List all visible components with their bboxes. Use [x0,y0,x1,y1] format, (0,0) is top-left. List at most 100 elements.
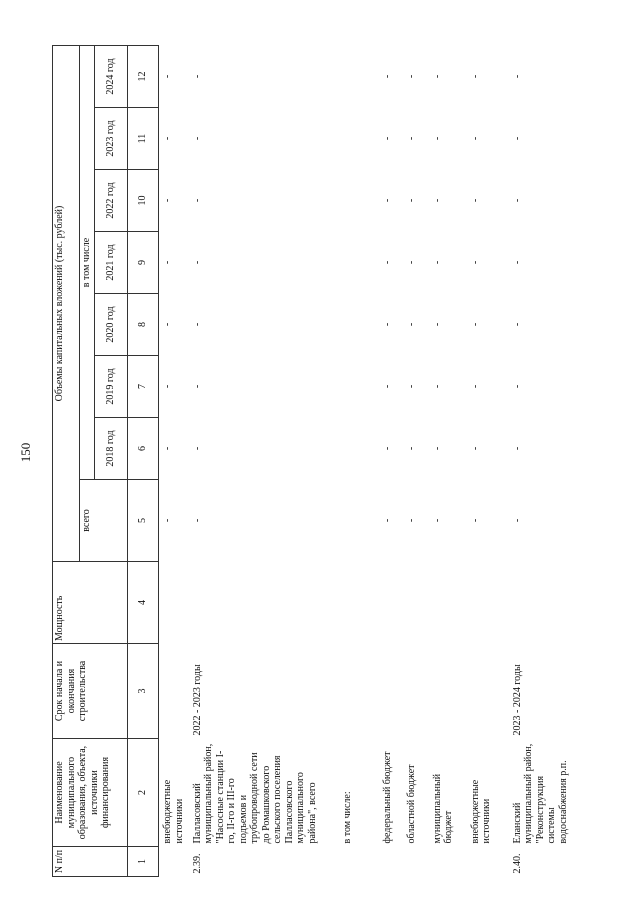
row-value: - [511,74,523,79]
row-value: - [162,136,173,141]
row-value: - [381,260,393,265]
row-value [339,108,379,170]
column-number: 7 [127,355,159,418]
row-value: - [469,136,481,141]
column-number: 6 [127,417,159,480]
row-value: - [405,136,417,141]
row-value: - [381,74,393,79]
row-name: Еланский муниципальный район, "Реконстру… [511,743,569,844]
row-value: - [469,384,481,389]
row-term [379,644,403,739]
row-value: - [431,74,443,79]
column-number: 3 [127,643,159,739]
row-value [339,356,379,418]
row-number [379,847,403,877]
row-value [339,170,379,232]
header-cell: N п/п [52,846,128,877]
row-value: - [191,384,203,389]
row-value: - [381,198,393,203]
row-value [339,46,379,108]
row-term [159,644,189,739]
row-value: - [469,260,481,265]
row-value: - [162,322,173,327]
row-name: муниципальный бюджет [431,773,455,844]
row-value: - [511,322,523,327]
table-body: 1 2 3 4 5 6 7 8 9 10 11 12 внебюджетные источники - -… [127,45,599,877]
row-value: - [162,446,173,451]
row-value: - [191,322,203,327]
row-value: - [191,198,203,203]
row-number: 2.40. [511,853,523,874]
row-power [339,562,379,644]
row-value: - [381,518,393,523]
row-value: - [511,198,523,203]
row-name: внебюджетные источники [469,779,493,844]
row-value: - [405,260,417,265]
data-row: внебюджетные источники - - - - - - - - [159,46,189,877]
row-value: - [162,74,173,79]
row-value: - [381,446,393,451]
row-value: - [191,518,203,523]
column-number: 12 [127,45,159,108]
row-value: - [431,446,443,451]
column-number: 8 [127,293,159,356]
row-value: - [469,446,481,451]
column-number: 10 [127,169,159,232]
year-header: 2023 год [94,107,128,170]
row-value: - [162,518,173,523]
year-header: 2019 год [94,355,128,418]
row-value: - [405,384,417,389]
row-power [467,562,509,644]
row-term [403,644,429,739]
column-number: 4 [127,561,159,644]
row-value: - [162,384,173,389]
row-value: - [381,322,393,327]
row-term [339,644,379,739]
row-name: в том числе: [341,791,353,844]
row-value: - [381,384,393,389]
row-value: - [405,518,417,523]
row-power [379,562,403,644]
header-cell: Наименование муниципального образования,… [52,738,128,847]
row-term [429,644,467,739]
header-cell: всего [79,479,128,562]
year-header: 2024 год [94,45,128,108]
row-name: Палласовский муниципальный район, "Насос… [191,743,318,844]
column-number: 9 [127,231,159,294]
row-value: - [511,260,523,265]
column-number: 1 [127,846,159,877]
row-value: - [431,384,443,389]
year-header: 2020 год [94,293,128,356]
row-term: 2023 - 2024 годы [511,664,523,736]
year-header: 2018 год [94,417,128,480]
row-value [339,480,379,562]
row-name: внебюджетные источники [162,779,185,844]
row-number [467,847,509,877]
data-row: в том числе: [339,46,379,877]
row-number [159,847,189,877]
row-value: - [469,518,481,523]
header-cell: в том числе [79,45,95,480]
row-value: - [191,74,203,79]
row-value: - [431,518,443,523]
row-number [403,847,429,877]
row-name: областной бюджет [405,764,417,844]
row-value: - [511,384,523,389]
row-value: - [431,260,443,265]
row-value: - [469,198,481,203]
row-value: - [405,446,417,451]
header-cell: Срок начала и окончания строительства [52,643,128,739]
row-value: - [191,260,203,265]
column-number: 11 [127,107,159,170]
row-name: федеральный бюджет [381,751,393,844]
data-row: муниципальный бюджет - - - - - - - - [429,46,467,877]
table-head: N п/п Наименование муниципального образо… [52,45,128,877]
column-number: 2 [127,738,159,847]
row-value: - [162,198,173,203]
row-value [339,418,379,480]
row-value: - [469,74,481,79]
row-power [509,562,599,644]
year-header: 2021 год [94,231,128,294]
row-value: - [405,322,417,327]
